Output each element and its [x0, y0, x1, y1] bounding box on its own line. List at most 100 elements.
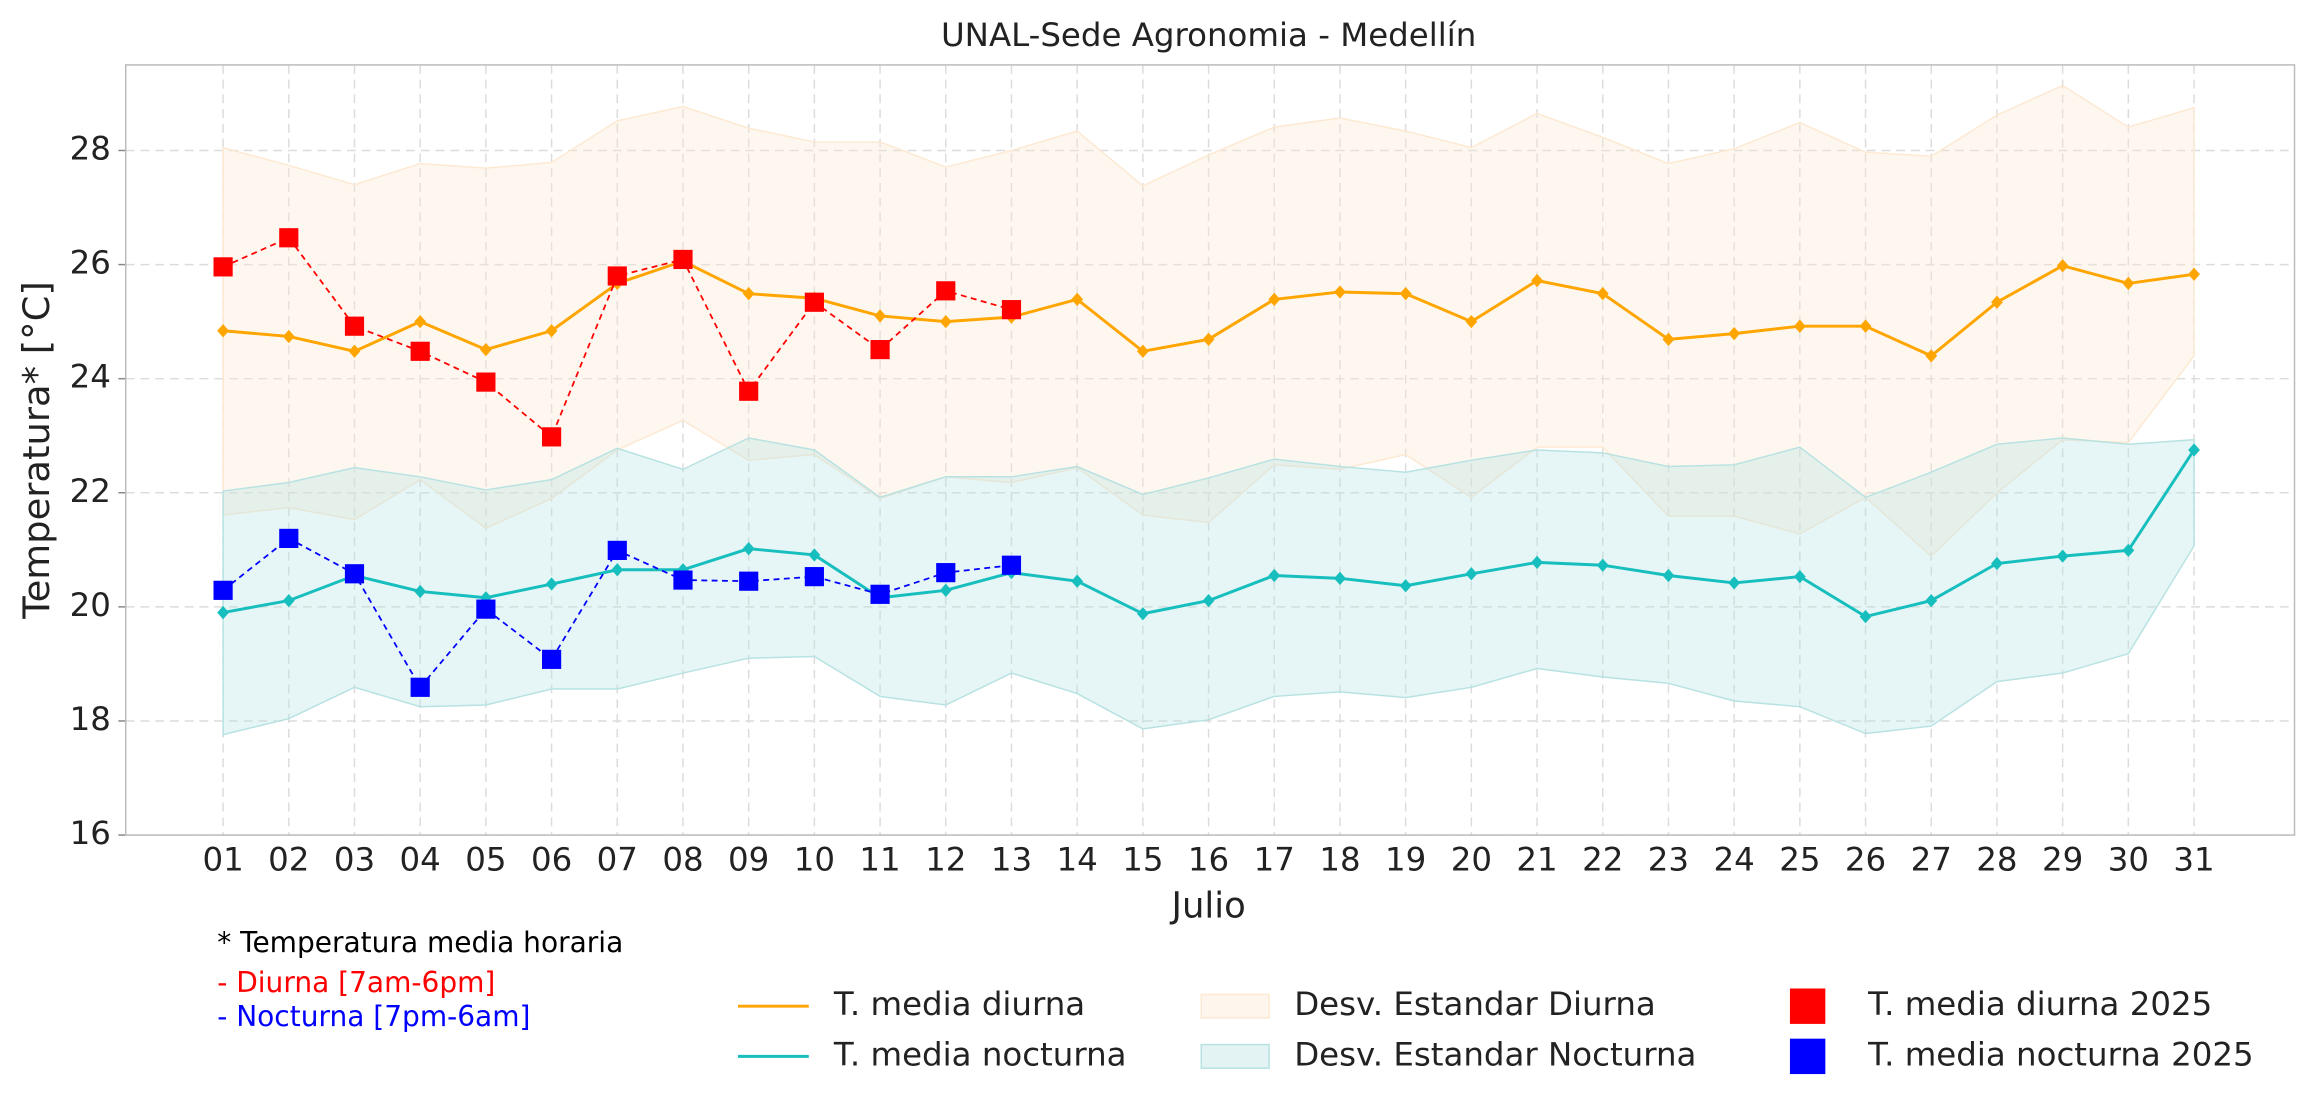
- legend-swatch: [1789, 1038, 1826, 1075]
- square-marker: [1001, 555, 1022, 575]
- point-marker: [1991, 295, 2003, 309]
- x-tick-label: 20: [1451, 841, 1492, 879]
- square-marker: [739, 381, 759, 401]
- square-marker: [936, 281, 956, 301]
- legend-label: T. media diurna: [833, 985, 1085, 1023]
- point-marker: [545, 324, 558, 338]
- square-marker: [476, 599, 496, 619]
- point-marker: [1728, 576, 1741, 590]
- point-marker: [939, 314, 952, 329]
- point-marker: [1071, 292, 1084, 307]
- point-marker: [2188, 443, 2200, 457]
- y-tick-label: 18: [70, 700, 111, 738]
- point-marker: [414, 584, 427, 599]
- point-marker: [479, 342, 492, 357]
- point-marker: [1662, 568, 1675, 583]
- square-marker: [213, 257, 233, 277]
- point-marker: [414, 314, 427, 329]
- square-marker: [279, 228, 299, 248]
- y-tick-label: 24: [70, 358, 111, 396]
- x-tick-label: 11: [859, 841, 900, 879]
- x-tick-label: 19: [1385, 841, 1426, 879]
- x-tick-label: 13: [991, 841, 1032, 879]
- x-axis-label: Julio: [1170, 885, 1246, 926]
- point-marker: [1136, 607, 1149, 621]
- point-marker: [1399, 579, 1412, 593]
- x-tick-label: 30: [2108, 841, 2149, 879]
- square-marker: [870, 584, 890, 604]
- square-marker: [410, 677, 430, 697]
- square-marker: [804, 292, 824, 312]
- x-tick-label: 31: [2173, 841, 2214, 879]
- y-tick-label: 28: [70, 129, 111, 167]
- x-tick-label: 06: [531, 841, 572, 879]
- x-tick-label: 04: [400, 841, 441, 879]
- square-marker: [541, 649, 562, 669]
- note: - Diurna [7am-6pm]: [217, 966, 495, 999]
- x-tick-label: 18: [1319, 841, 1360, 879]
- square-marker: [673, 570, 693, 590]
- legend-label: T. media diurna 2025: [1867, 985, 2212, 1023]
- legend-label: Desv. Estandar Nocturna: [1294, 1035, 1696, 1073]
- x-tick-label: 03: [334, 841, 375, 879]
- point-marker: [939, 583, 952, 597]
- point-marker: [2188, 267, 2200, 281]
- chart-title: UNAL-Sede Agronomia - Medellín: [941, 16, 1476, 54]
- square-marker: [673, 249, 693, 270]
- x-tick-label: 21: [1516, 841, 1557, 879]
- x-tick-label: 23: [1648, 841, 1689, 879]
- square-marker: [410, 341, 430, 361]
- square-marker: [213, 580, 233, 600]
- y-tick-label: 20: [70, 586, 111, 624]
- point-marker: [1136, 344, 1149, 358]
- point-marker: [1596, 287, 1609, 301]
- x-tick-label: 22: [1582, 841, 1623, 879]
- square-marker: [1001, 300, 1022, 320]
- x-tick-label: 27: [1911, 841, 1952, 879]
- point-marker: [742, 542, 755, 556]
- point-marker: [217, 324, 229, 338]
- x-tick-label: 29: [2042, 841, 2083, 879]
- square-marker: [607, 266, 627, 286]
- point-marker: [742, 287, 755, 301]
- x-tick-label: 01: [202, 841, 243, 879]
- note: * Temperatura media horaria: [217, 926, 623, 959]
- std-band: [222, 84, 2195, 558]
- note: - Nocturna [7pm-6am]: [217, 1000, 530, 1033]
- square-marker: [344, 316, 365, 336]
- y-tick-label: 16: [70, 814, 111, 852]
- point-marker: [1334, 285, 1346, 299]
- point-marker: [1925, 349, 1938, 363]
- point-marker: [1728, 326, 1741, 341]
- x-tick-label: 07: [597, 841, 638, 879]
- point-marker: [1991, 556, 2003, 571]
- point-marker: [1071, 574, 1084, 588]
- std-band: [222, 437, 2195, 736]
- x-tick-label: 09: [728, 841, 769, 879]
- square-marker: [279, 528, 299, 549]
- legend-label: T. media nocturna: [833, 1035, 1127, 1073]
- x-tick-label: 15: [1122, 841, 1163, 879]
- point-marker: [1596, 558, 1609, 572]
- point-marker: [1465, 567, 1478, 581]
- point-marker: [874, 309, 886, 323]
- point-marker: [1399, 287, 1412, 301]
- legend-swatch: [1200, 993, 1270, 1019]
- point-marker: [545, 577, 558, 591]
- point-marker: [1925, 593, 1938, 608]
- x-tick-label: 10: [794, 841, 835, 879]
- point-marker: [1793, 569, 1806, 584]
- legend-swatch: [1200, 1043, 1270, 1069]
- square-marker: [870, 339, 890, 360]
- point-marker: [611, 563, 624, 577]
- y-axis-label: Temperatura* [°C]: [15, 281, 58, 619]
- point-marker: [1662, 332, 1675, 346]
- square-marker: [541, 427, 562, 447]
- x-tick-label: 16: [1188, 841, 1229, 879]
- point-marker: [1793, 319, 1806, 333]
- y-tick-label: 22: [70, 472, 111, 510]
- square-marker: [607, 540, 627, 560]
- x-tick-label: 24: [1714, 841, 1755, 879]
